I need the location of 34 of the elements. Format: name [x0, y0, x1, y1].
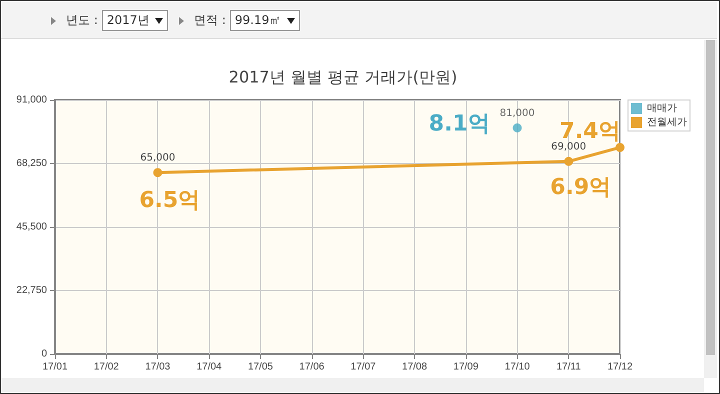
point: [564, 156, 574, 166]
x-tick-label: 17/03: [145, 362, 171, 372]
data-label: 69,000: [551, 141, 586, 152]
y-tick-label: 0: [41, 348, 48, 360]
data-label: 81,000: [500, 108, 535, 119]
chart-title: 2017년 월별 평균 거래가(만원): [228, 68, 458, 86]
x-tick-label: 17/10: [504, 362, 530, 372]
dropdown: 2017년: [102, 10, 168, 31]
x-tick-label: 17/01: [42, 362, 68, 372]
x-tick-label: 17/05: [248, 362, 274, 372]
legend-label: 전월세가: [647, 117, 687, 128]
x-tick-label: 17/06: [299, 362, 325, 372]
point: [616, 142, 624, 152]
x-tick-label: 17/09: [453, 362, 479, 372]
point: [153, 168, 162, 178]
annotation: 8.1억: [428, 111, 490, 136]
x-tick-label: 17/11: [556, 362, 582, 372]
text: 년도 :: [66, 12, 98, 29]
y-tick-label: 45,500: [16, 222, 48, 232]
legend-label: 매매가: [647, 103, 677, 114]
annotation: 6.9억: [550, 174, 612, 200]
x-tick-label: 17/12: [607, 362, 633, 372]
annotation: 6.5억: [139, 188, 200, 214]
text: 면적 :: [194, 12, 226, 29]
x-tick-label: 17/02: [94, 362, 120, 372]
y-tick-label: 91,000: [16, 94, 48, 106]
point: [512, 123, 522, 132]
dropdown: 99.19㎡: [230, 10, 300, 31]
x-tick-label: 17/08: [402, 362, 428, 372]
y-tick-label: 22,750: [16, 285, 48, 296]
x-tick-label: 17/07: [350, 362, 376, 372]
x-tick-label: 17/04: [196, 362, 222, 372]
y-tick-label: 68,250: [16, 158, 48, 169]
data-label: 65,000: [140, 152, 176, 164]
